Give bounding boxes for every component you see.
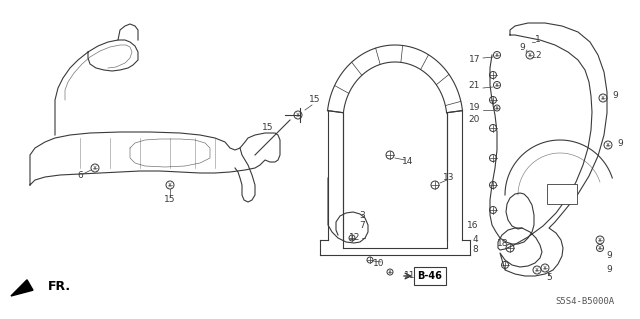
Text: 15: 15 <box>164 196 176 204</box>
Text: B-46: B-46 <box>417 271 442 281</box>
Text: 9: 9 <box>519 43 525 53</box>
Text: 10: 10 <box>372 258 384 268</box>
Text: 16: 16 <box>467 220 478 229</box>
Text: 13: 13 <box>444 174 455 182</box>
Text: 19: 19 <box>468 103 480 113</box>
Text: 9: 9 <box>612 91 618 100</box>
Text: 15: 15 <box>309 95 321 105</box>
Text: 5: 5 <box>546 273 552 283</box>
Text: 6: 6 <box>77 170 83 180</box>
Text: 21: 21 <box>468 81 480 91</box>
Text: 20: 20 <box>468 115 480 124</box>
Text: FR.: FR. <box>48 280 71 293</box>
Text: 4: 4 <box>472 235 478 244</box>
Text: 9: 9 <box>606 265 612 275</box>
Text: 15: 15 <box>262 123 274 132</box>
Text: 2: 2 <box>535 50 541 60</box>
Text: 12: 12 <box>349 234 360 242</box>
Text: 18: 18 <box>497 239 508 248</box>
Text: 9: 9 <box>617 138 623 147</box>
Polygon shape <box>11 280 33 296</box>
Text: 11: 11 <box>404 271 415 279</box>
Text: 9: 9 <box>606 250 612 259</box>
Text: 14: 14 <box>403 158 413 167</box>
Text: 17: 17 <box>468 56 480 64</box>
FancyBboxPatch shape <box>547 184 577 204</box>
Text: 7: 7 <box>359 220 365 229</box>
Text: S5S4-B5000A: S5S4-B5000A <box>556 297 614 306</box>
Text: 1: 1 <box>535 35 541 44</box>
Text: 3: 3 <box>359 211 365 219</box>
FancyBboxPatch shape <box>414 267 446 285</box>
Text: 8: 8 <box>472 246 478 255</box>
